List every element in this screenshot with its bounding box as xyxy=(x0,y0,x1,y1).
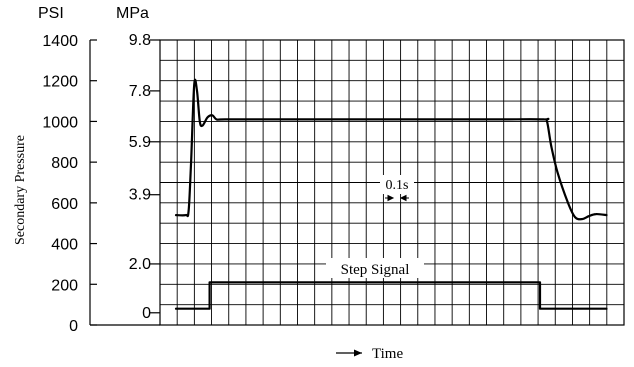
time-scale-arrows xyxy=(385,196,409,201)
mpa-ticks: 9.8 7.8 5.9 3.9 2.0 0 xyxy=(129,32,160,322)
x-axis-title: Time xyxy=(372,346,403,362)
mpa-tick-label: 3.9 xyxy=(129,187,151,204)
psi-ticks: 1400 1200 1000 800 600 400 200 0 xyxy=(42,33,97,335)
psi-tick-label: 1200 xyxy=(42,74,78,91)
mpa-tick-label: 2.0 xyxy=(129,256,151,273)
y-axis-title: Secondary Pressure xyxy=(13,135,28,245)
psi-tick-label: 200 xyxy=(51,277,78,294)
psi-tick-label: 400 xyxy=(51,237,78,254)
mpa-tick-label: 0 xyxy=(142,305,151,322)
psi-tick-label: 800 xyxy=(51,155,78,172)
psi-tick-label: 600 xyxy=(51,196,78,213)
time-scale-label: 0.1s xyxy=(386,178,409,193)
psi-tick-label: 0 xyxy=(69,318,78,335)
time-arrow-icon xyxy=(336,350,362,357)
psi-tick-label: 1400 xyxy=(42,33,78,50)
mpa-tick-label: 7.8 xyxy=(129,83,151,100)
mpa-tick-label: 9.8 xyxy=(129,32,151,49)
mpa-axis-label: MPa xyxy=(116,5,149,22)
psi-tick-label: 1000 xyxy=(42,114,78,131)
step-signal-label: Step Signal xyxy=(341,262,410,278)
psi-axis-label: PSI xyxy=(38,5,64,22)
mpa-tick-label: 5.9 xyxy=(129,134,151,151)
